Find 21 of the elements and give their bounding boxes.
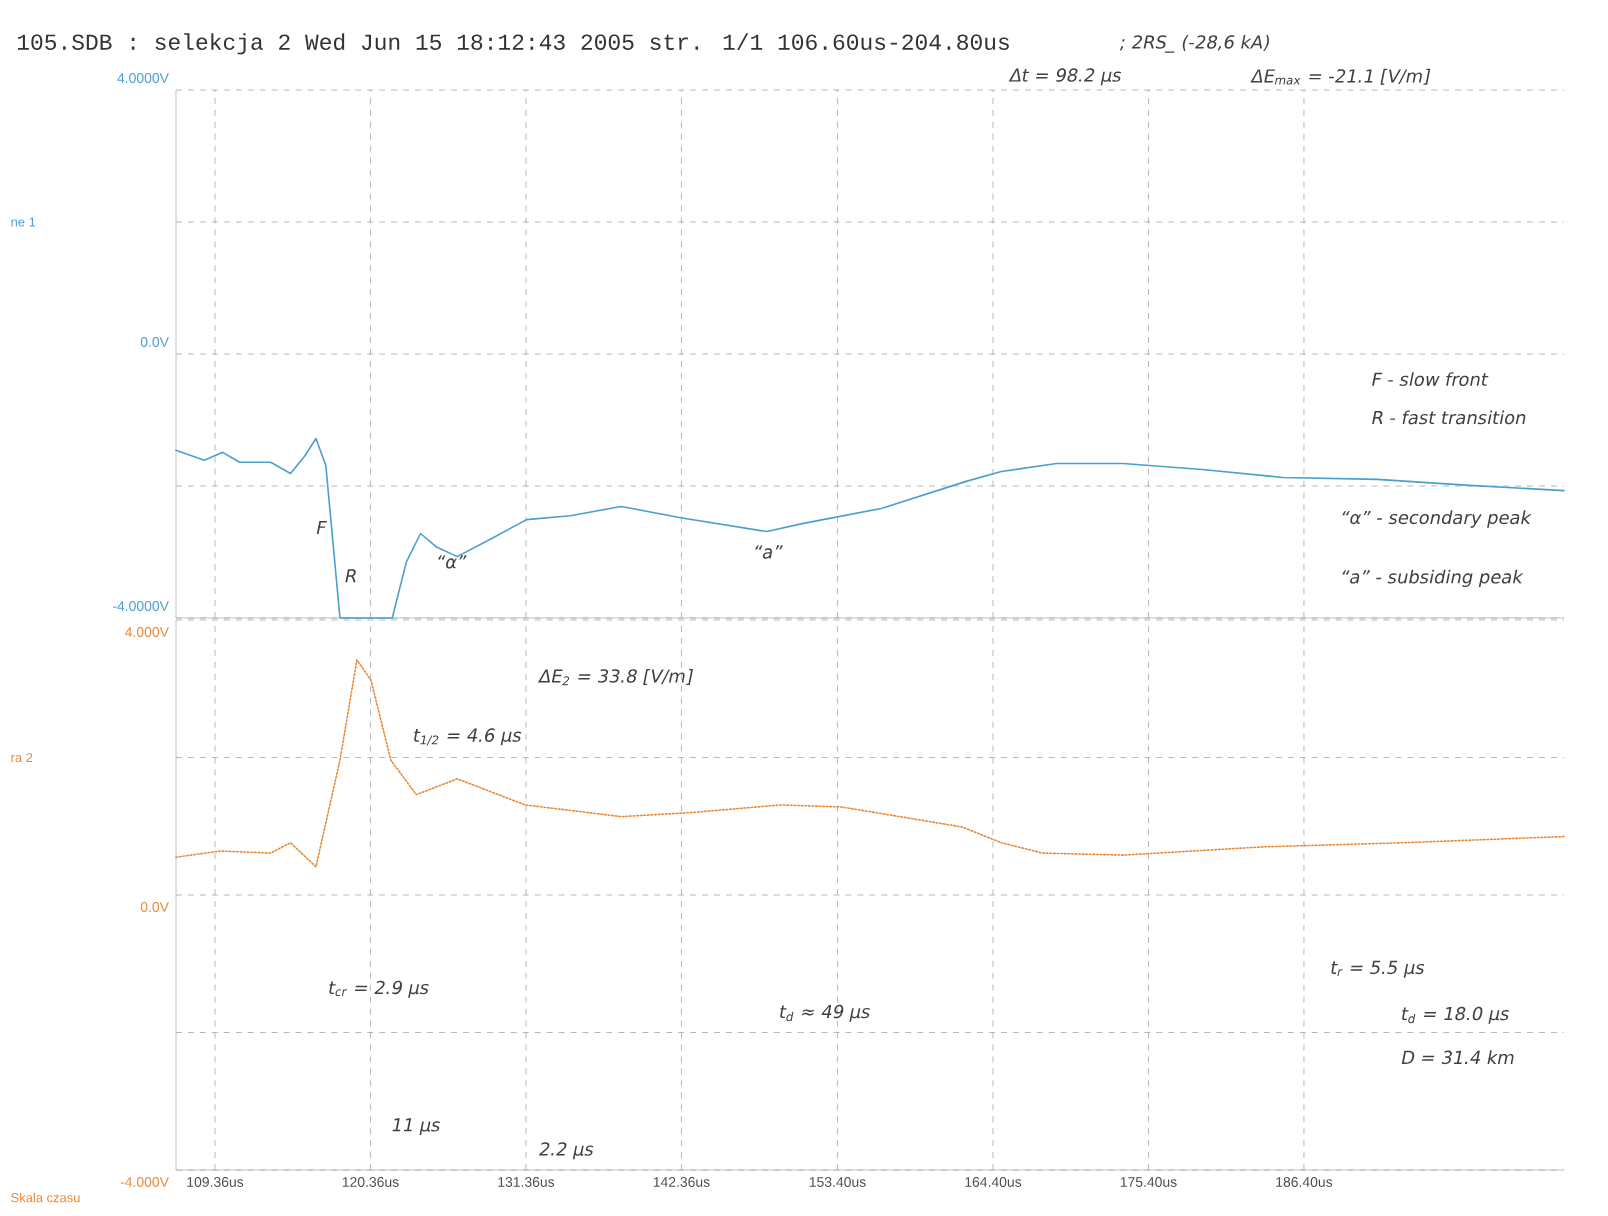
annotation: ΔE$_{2}$ = 33.8 [V/m] xyxy=(537,668,694,686)
annotation: t$_{r}$ = 5.5 μs xyxy=(1331,960,1425,978)
annotation: t$_{1/2}$ = 4.6 μs xyxy=(414,728,522,746)
annotation: t$_{cr}$ = 2.9 μs xyxy=(329,980,429,998)
annotation: “α” xyxy=(438,555,467,569)
annotation: F xyxy=(316,521,327,535)
chart-title: 105.SDB : selekcja 2 Wed Jun 15 18:12:43 2005 str. 1/1 106.60us-204.80us xyxy=(17,33,1009,55)
annotation: “α” - secondary peak xyxy=(1342,510,1532,528)
annotation: “a” xyxy=(755,545,783,559)
annotation: t$_{d}$ = 18.0 μs xyxy=(1402,1006,1509,1024)
text: ΔE$_{max}$ = -21.1 [V/m] xyxy=(1250,68,1431,85)
annotation: t$_{d}$ ≈ 49 μs xyxy=(780,1004,870,1022)
annotation: R xyxy=(345,569,356,583)
annotation: “a” - subsiding peak xyxy=(1342,569,1524,588)
text: ; 2RS_ (-28,6 kA) xyxy=(1119,34,1269,53)
annotation: 11 μs xyxy=(392,1118,440,1136)
text: Δt = 98.2 μs xyxy=(1008,68,1122,86)
annotation: F - slow front xyxy=(1372,372,1489,387)
annotation: 2.2 μs xyxy=(539,1142,594,1160)
annotation: R - fast transition xyxy=(1372,410,1526,425)
annotation: D = 31.4 km xyxy=(1401,1050,1514,1065)
